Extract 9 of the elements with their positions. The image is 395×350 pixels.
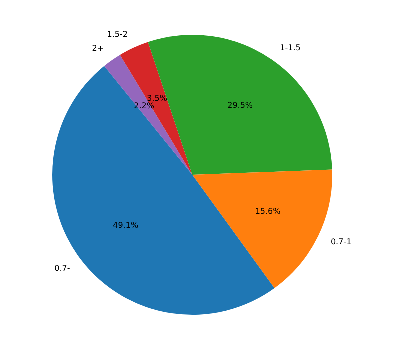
slice-label: 0.7-1	[330, 237, 352, 246]
data-label: 29.5%	[228, 101, 254, 110]
data-label: 49.1%	[113, 221, 139, 230]
slice-label: 0.7-	[54, 264, 70, 273]
data-label: 3.5%	[147, 94, 168, 103]
data-label: 15.6%	[255, 206, 282, 216]
slice-label: 2+	[92, 44, 104, 53]
slice-label: 1.5-2	[107, 30, 128, 40]
slice-label: 1-1.5	[280, 43, 301, 52]
